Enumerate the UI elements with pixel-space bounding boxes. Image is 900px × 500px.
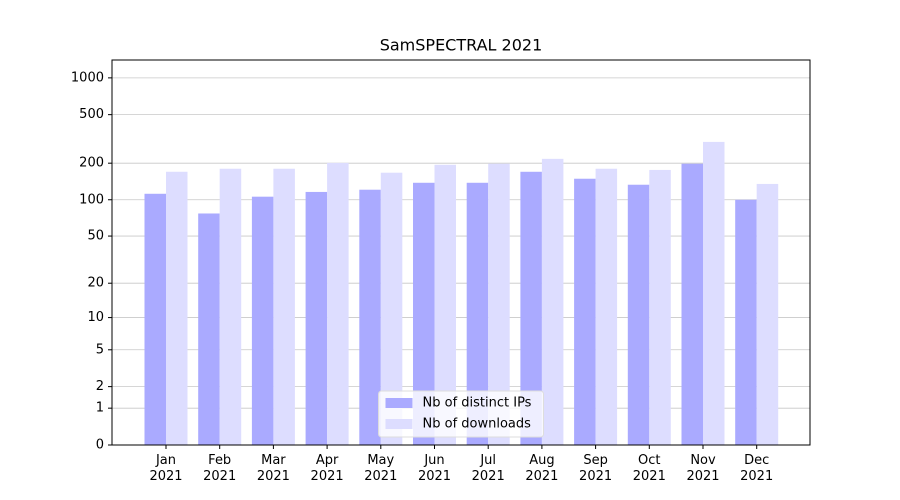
y-tick-label: 0 xyxy=(96,438,104,453)
bar xyxy=(219,168,242,445)
x-tick-label: Oct 2021 xyxy=(632,453,666,484)
x-tick-label: Mar 2021 xyxy=(256,453,290,484)
bar xyxy=(735,199,757,445)
legend-swatch xyxy=(385,398,413,408)
bar xyxy=(488,163,510,445)
x-tick-label: Nov 2021 xyxy=(686,453,720,484)
plot-frame xyxy=(111,59,811,446)
y-tick-label: 2 xyxy=(96,379,104,394)
y-tick-label: 50 xyxy=(87,229,104,244)
bar xyxy=(466,182,489,445)
bar xyxy=(681,163,703,445)
bar xyxy=(380,172,403,445)
y-tick-label: 1 xyxy=(96,401,104,416)
bar xyxy=(703,141,725,445)
x-tick-label: Sep 2021 xyxy=(579,453,613,484)
x-tick-label: Jul 2021 xyxy=(471,453,505,484)
bar xyxy=(251,196,274,445)
bar xyxy=(649,169,671,445)
bar xyxy=(541,158,564,445)
bar xyxy=(144,193,166,445)
bar xyxy=(434,164,456,445)
bar xyxy=(756,183,779,445)
legend-label: Nb of downloads xyxy=(423,417,532,432)
bar xyxy=(198,213,220,445)
y-tick-label: 1000 xyxy=(71,70,104,85)
x-tick-label: Dec 2021 xyxy=(740,453,774,484)
x-tick-label: Jun 2021 xyxy=(417,453,452,484)
bar xyxy=(520,171,542,446)
bar xyxy=(273,168,295,445)
y-tick-label: 20 xyxy=(87,276,104,291)
bar xyxy=(595,168,618,445)
bar xyxy=(166,171,188,446)
bar xyxy=(305,191,328,445)
x-tick-label: Feb 2021 xyxy=(203,453,237,484)
legend: Nb of distinct IPs Nb of downloads xyxy=(378,390,544,438)
bar xyxy=(627,184,650,445)
legend-swatch xyxy=(385,419,413,429)
x-tick-label: Apr 2021 xyxy=(310,453,344,484)
bar xyxy=(574,178,596,445)
x-tick-label: Aug 2021 xyxy=(525,453,559,484)
chart-title: SamSPECTRAL 2021 xyxy=(380,36,543,55)
y-tick-label: 500 xyxy=(79,107,104,122)
y-tick-label: 10 xyxy=(87,310,104,325)
y-tick-label: 5 xyxy=(96,342,104,357)
x-tick-label: May 2021 xyxy=(364,453,398,484)
bar xyxy=(359,189,381,445)
y-tick-label: 100 xyxy=(79,192,104,207)
bar xyxy=(327,162,349,445)
legend-label: Nb of distinct IPs xyxy=(423,396,532,411)
legend-box xyxy=(378,390,544,438)
x-tick-label: Jan 2021 xyxy=(149,453,183,484)
bar xyxy=(413,182,435,445)
y-tick-label: 200 xyxy=(79,156,104,171)
